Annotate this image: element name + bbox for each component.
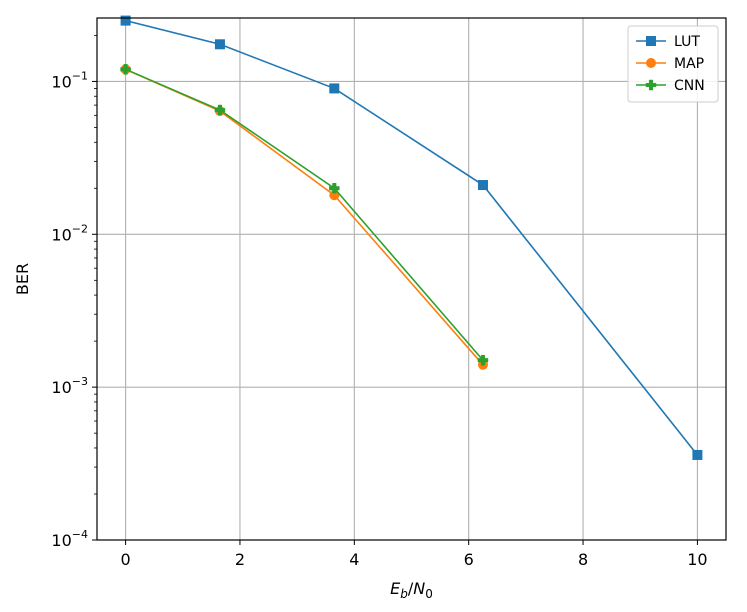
axis-ticks: [92, 80, 698, 545]
y-tick-labels: 10−4 10−3 10−2 10−1: [51, 69, 88, 550]
cnn-point: [120, 64, 131, 75]
legend-cnn-marker: [645, 79, 657, 91]
legend-lut-label: LUT: [674, 34, 700, 50]
legend-map-marker: [646, 58, 656, 68]
lut-point: [214, 39, 225, 50]
plot-frame: [96, 17, 727, 541]
x-tick-label: 0: [120, 550, 130, 569]
y-tick-label: 10−1: [51, 69, 88, 91]
cnn-point: [329, 183, 340, 194]
series-layer: [120, 15, 703, 460]
lut-point: [329, 83, 340, 94]
legend-cnn-label: CNN: [674, 78, 705, 94]
y-tick-label: 10−2: [51, 222, 88, 244]
series-lut: [120, 15, 703, 460]
cnn-point: [477, 354, 489, 366]
legend: LUT MAP CNN: [627, 25, 719, 103]
lut-point: [120, 15, 131, 26]
lut-line: [125, 19, 699, 456]
x-tick-label: 4: [349, 550, 359, 569]
map-line: [125, 68, 484, 366]
legend-map-label: MAP: [674, 56, 704, 72]
x-axis-label: Eb/N0: [390, 579, 433, 601]
cnn-line: [125, 68, 484, 361]
x-tick-label: 2: [235, 550, 245, 569]
x-tick-label: 6: [464, 550, 474, 569]
legend-lut-marker: [646, 36, 656, 46]
x-tick-labels: 0 2 4 6 8 10: [120, 550, 707, 569]
y-axis-label: BER: [13, 263, 32, 295]
x-tick-label: 8: [578, 550, 588, 569]
x-tick-label: 10: [687, 550, 707, 569]
y-tick-label: 10−3: [51, 375, 88, 397]
lut-point: [477, 180, 488, 191]
series-cnn: [120, 64, 489, 366]
cnn-point: [214, 104, 226, 116]
y-tick-label: 10−4: [51, 528, 88, 550]
series-map: [120, 64, 488, 370]
lut-point: [692, 449, 703, 460]
